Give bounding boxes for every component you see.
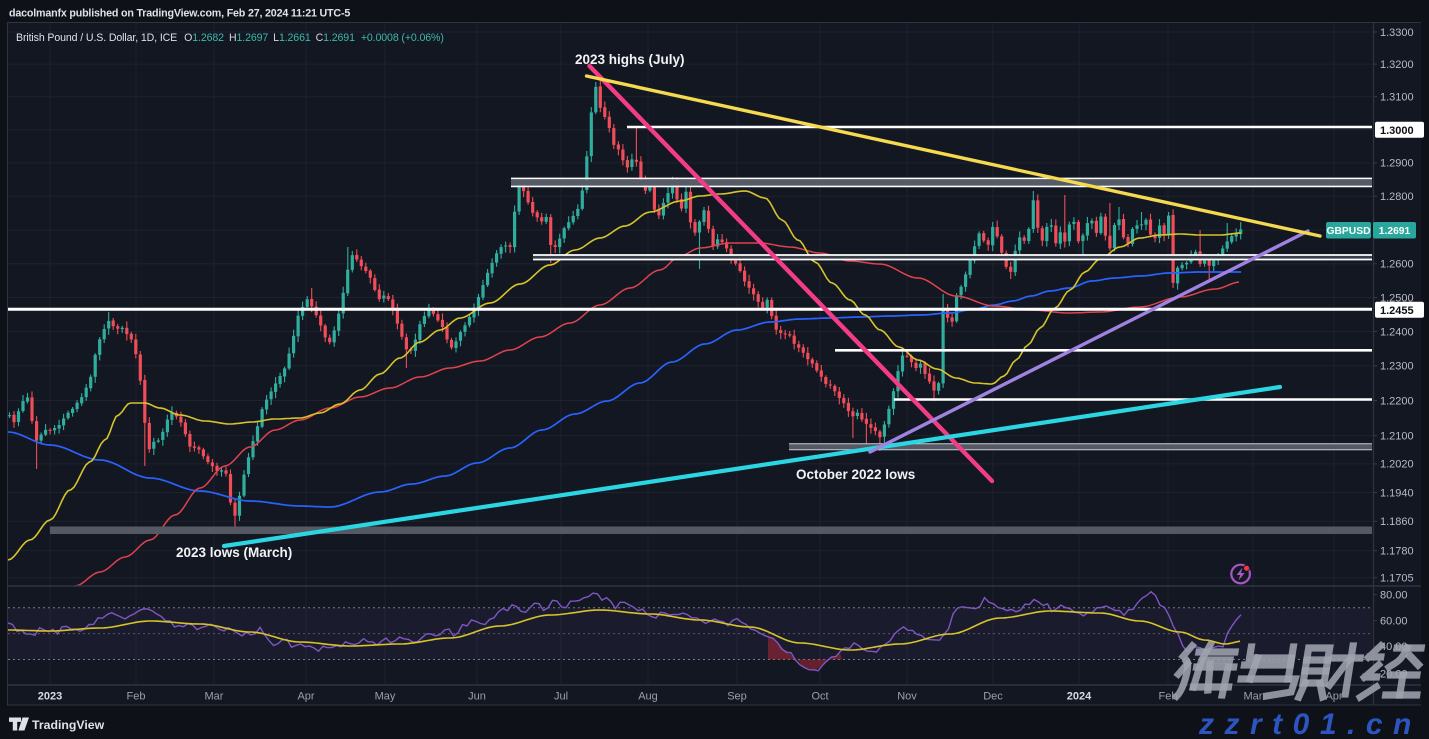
svg-text:Mar: Mar — [1244, 691, 1263, 703]
svg-text:zzrt01.cn: zzrt01.cn — [1198, 708, 1422, 739]
svg-text:2023 highs (July): 2023 highs (July) — [575, 52, 685, 67]
svg-text:1.2500: 1.2500 — [1380, 292, 1414, 304]
svg-text:Feb: Feb — [1159, 691, 1178, 703]
svg-text:GBPUSD: GBPUSD — [1326, 226, 1370, 237]
svg-text:Aug: Aug — [638, 691, 658, 703]
svg-text:1.2600: 1.2600 — [1380, 259, 1414, 271]
svg-text:1.1860: 1.1860 — [1380, 516, 1414, 528]
svg-text:1.2455: 1.2455 — [1380, 305, 1414, 317]
svg-text:80.00: 80.00 — [1380, 590, 1408, 602]
svg-text:Oct: Oct — [811, 691, 828, 703]
svg-text:2023: 2023 — [38, 691, 62, 703]
svg-text:1.2400: 1.2400 — [1380, 326, 1414, 338]
svg-text:1.1940: 1.1940 — [1380, 487, 1414, 499]
svg-text:Jul: Jul — [554, 691, 568, 703]
svg-text:Apr: Apr — [297, 691, 314, 703]
svg-text:2024: 2024 — [1067, 691, 1092, 703]
svg-text:1.2020: 1.2020 — [1380, 459, 1414, 471]
svg-text:1.1780: 1.1780 — [1380, 545, 1414, 557]
svg-text:Jun: Jun — [468, 691, 486, 703]
svg-text:1.2800: 1.2800 — [1380, 191, 1414, 203]
svg-text:1.3000: 1.3000 — [1380, 125, 1414, 137]
svg-text:60.00: 60.00 — [1380, 616, 1408, 628]
svg-text:dacolmanfx published on Tradin: dacolmanfx published on TradingView.com,… — [9, 8, 350, 20]
svg-text:British Pound / U.S. Dollar, 1: British Pound / U.S. Dollar, 1D, ICE O1.2… — [16, 32, 444, 44]
svg-text:1.2200: 1.2200 — [1380, 395, 1414, 407]
svg-text:1.3200: 1.3200 — [1380, 59, 1414, 71]
svg-text:Nov: Nov — [897, 691, 917, 703]
svg-text:1.2691: 1.2691 — [1379, 226, 1411, 237]
svg-text:1.3100: 1.3100 — [1380, 92, 1414, 104]
svg-text:Feb: Feb — [127, 691, 146, 703]
svg-text:TradingView: TradingView — [32, 718, 105, 732]
svg-text:Dec: Dec — [983, 691, 1003, 703]
svg-text:1.2100: 1.2100 — [1380, 430, 1414, 442]
svg-text:2023 lows (March): 2023 lows (March) — [176, 545, 292, 560]
svg-text:1.1705: 1.1705 — [1380, 573, 1414, 585]
svg-text:1.2900: 1.2900 — [1380, 158, 1414, 170]
svg-text:Sep: Sep — [727, 691, 747, 703]
svg-text:1.2300: 1.2300 — [1380, 361, 1414, 373]
svg-text:Apr: Apr — [1325, 691, 1342, 703]
svg-text:Mar: Mar — [205, 691, 224, 703]
svg-text:1.3300: 1.3300 — [1380, 27, 1414, 39]
svg-text:October 2022 lows: October 2022 lows — [796, 467, 915, 482]
svg-text:May: May — [375, 691, 396, 703]
